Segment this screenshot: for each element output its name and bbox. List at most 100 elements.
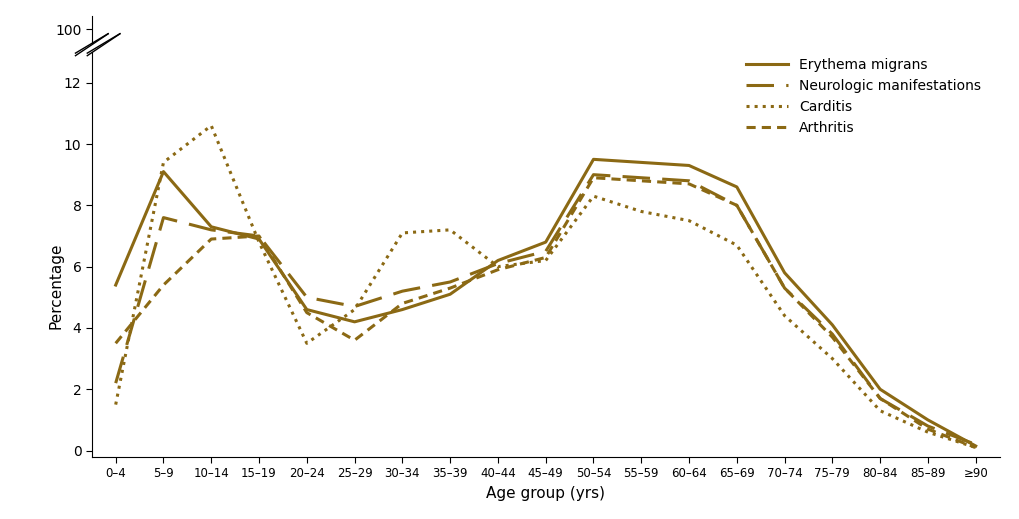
Arthritis [730, 202, 742, 209]
Arthritis [109, 474, 121, 480]
Arthritis [969, 489, 981, 496]
Arthritis [348, 337, 361, 344]
Arthritis [395, 468, 408, 474]
Erythema migrans [395, 469, 408, 475]
Neurologic manifestations [825, 472, 838, 479]
Erythema migrans [253, 236, 265, 242]
Arthritis [301, 469, 313, 475]
Erythema migrans [587, 156, 599, 162]
Erythema migrans [157, 448, 169, 454]
Carditis [730, 459, 742, 465]
Erythema migrans [635, 446, 647, 453]
Arthritis [825, 473, 838, 479]
Erythema migrans [873, 481, 886, 487]
Text: Percentage: Percentage [49, 242, 63, 329]
Neurologic manifestations [635, 449, 647, 455]
Neurologic manifestations [969, 441, 981, 447]
Carditis [730, 242, 742, 248]
Erythema migrans [205, 456, 217, 462]
Arthritis [969, 444, 981, 450]
Arthritis [443, 285, 455, 291]
X-axis label: Age group (yrs): Age group (yrs) [486, 486, 604, 501]
Line: Carditis: Carditis [115, 126, 975, 447]
Neurologic manifestations [491, 261, 503, 267]
Neurologic manifestations [205, 227, 217, 233]
Neurologic manifestations [253, 233, 265, 239]
Neurologic manifestations [395, 466, 408, 472]
Arthritis [635, 449, 647, 456]
Carditis [587, 193, 599, 199]
Carditis [921, 429, 933, 435]
Neurologic manifestations [635, 174, 647, 181]
Erythema migrans [683, 162, 695, 169]
Carditis [539, 257, 551, 264]
Neurologic manifestations [348, 304, 361, 310]
Neurologic manifestations [491, 462, 503, 468]
Line: Arthritis: Arthritis [115, 177, 975, 447]
Arthritis [157, 465, 169, 471]
Neurologic manifestations [539, 248, 551, 254]
Carditis [253, 458, 265, 465]
Line: Neurologic manifestations: Neurologic manifestations [115, 175, 975, 444]
Neurologic manifestations [873, 395, 886, 402]
Neurologic manifestations [730, 453, 742, 459]
Neurologic manifestations [301, 467, 313, 473]
Carditis [253, 239, 265, 245]
Carditis [157, 159, 169, 166]
Arthritis [539, 461, 551, 467]
Neurologic manifestations [395, 288, 408, 294]
Carditis [301, 340, 313, 346]
Carditis [635, 208, 647, 214]
Carditis [873, 407, 886, 414]
Arthritis [157, 282, 169, 288]
Erythema migrans [301, 469, 313, 475]
Arthritis [443, 466, 455, 472]
Erythema migrans [443, 291, 455, 297]
Erythema migrans [301, 306, 313, 312]
Neurologic manifestations [587, 448, 599, 455]
Carditis [157, 446, 169, 453]
Carditis [969, 489, 981, 496]
Carditis [443, 457, 455, 463]
Arthritis [395, 301, 408, 307]
Line: Erythema migrans: Erythema migrans [115, 449, 975, 493]
Neurologic manifestations [301, 294, 313, 301]
Arthritis [491, 267, 503, 273]
Carditis [348, 469, 361, 475]
Erythema migrans [539, 458, 551, 465]
Arthritis [683, 181, 695, 187]
Erythema migrans [777, 270, 790, 276]
Neurologic manifestations [777, 466, 790, 472]
Erythema migrans [539, 239, 551, 245]
Arthritis [109, 340, 121, 346]
Erythema migrans [777, 463, 790, 469]
Neurologic manifestations [109, 380, 121, 386]
Carditis [539, 461, 551, 468]
Neurologic manifestations [443, 279, 455, 285]
Neurologic manifestations [873, 482, 886, 488]
Erythema migrans [825, 322, 838, 328]
Neurologic manifestations [587, 172, 599, 178]
Neurologic manifestations [253, 458, 265, 464]
Erythema migrans [587, 446, 599, 452]
Carditis [825, 356, 838, 362]
Erythema migrans [969, 443, 981, 449]
Carditis [777, 470, 790, 476]
Carditis [301, 474, 313, 480]
Neurologic manifestations [921, 423, 933, 429]
Arthritis [921, 426, 933, 432]
Carditis [109, 402, 121, 408]
Arthritis [873, 395, 886, 402]
Neurologic manifestations [157, 455, 169, 461]
Arthritis [253, 458, 265, 464]
Erythema migrans [395, 306, 408, 312]
Arthritis [777, 285, 790, 291]
Neurologic manifestations [109, 480, 121, 486]
Line: Erythema migrans: Erythema migrans [115, 159, 975, 446]
Erythema migrans [491, 461, 503, 468]
Arthritis [301, 309, 313, 316]
Neurologic manifestations [825, 331, 838, 337]
Carditis [348, 306, 361, 312]
Arthritis [348, 473, 361, 480]
Neurologic manifestations [969, 489, 981, 495]
